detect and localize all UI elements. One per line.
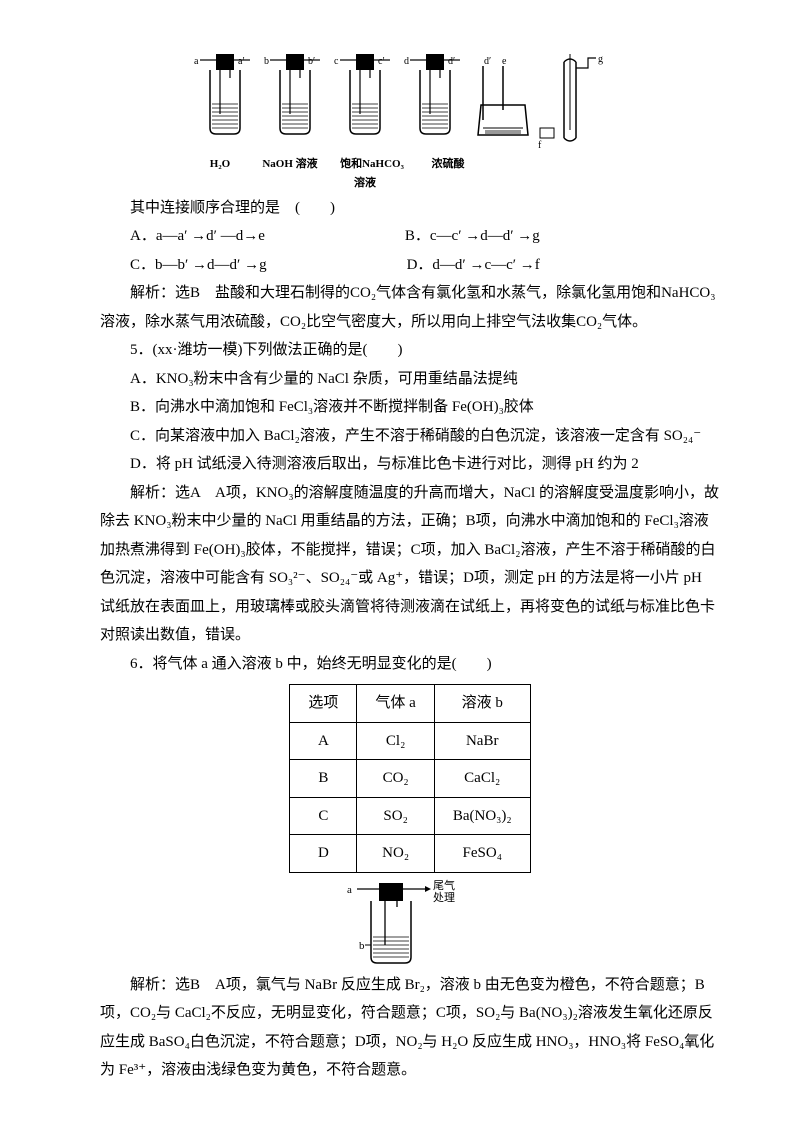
q6-td: FeSO₄ bbox=[434, 835, 530, 873]
apparatus-label-row2: 溶液 bbox=[10, 173, 720, 194]
svg-text:尾气: 尾气 bbox=[433, 879, 455, 892]
svg-text:e: e bbox=[502, 56, 507, 67]
q4-option-b: B．c—c′ →d—d′ →g bbox=[375, 222, 540, 251]
q4-stem: 其中连接顺序合理的是 ( ) bbox=[100, 194, 720, 223]
q6-td: CO₂ bbox=[357, 760, 434, 798]
svg-text:d′: d′ bbox=[484, 56, 491, 67]
q5-option-b: B．向沸水中滴加饱和 FeCl₃溶液并不断搅拌制备 Fe(OH)₃胶体 bbox=[100, 393, 720, 422]
q4-options-row1: A．a—a′ →d′ —d→e B．c—c′ →d—d′ →g bbox=[100, 222, 720, 251]
svg-text:d′: d′ bbox=[448, 56, 455, 67]
q4-option-d: D．d—d′ →c—c′ →f bbox=[377, 251, 540, 280]
q4-analysis: 解析：选B 盐酸和大理石制得的CO₂气体含有氯化氢和水蒸气，除氯化氢用饱和NaH… bbox=[100, 279, 720, 336]
svg-text:c: c bbox=[334, 56, 339, 67]
q4-options-row2: C．b—b′ →d—d′ →g D．d—d′ →c—c′ →f bbox=[100, 251, 720, 280]
q6-td: Cl₂ bbox=[357, 722, 434, 760]
apparatus-labels-row: H₂O NaOH 溶液 饱和NaHCO₃ 浓硫酸 bbox=[100, 154, 720, 175]
q5-analysis: 解析：选A A项，KNO₃的溶解度随温度的升高而增大，NaCl 的溶解度受温度影… bbox=[100, 479, 720, 650]
svg-text:d: d bbox=[404, 56, 409, 67]
q5-option-a: A．KNO₃粉末中含有少量的 NaCl 杂质，可用重结晶法提纯 bbox=[100, 365, 720, 394]
svg-text:b: b bbox=[359, 940, 365, 952]
apparatus-svg: a a′ b b′ bbox=[190, 50, 630, 160]
q6-td: C bbox=[290, 797, 357, 835]
svg-text:b: b bbox=[264, 56, 269, 67]
q6-diagram: a 尾气 处理 b bbox=[100, 879, 720, 969]
apparatus-diagram: a a′ b b′ bbox=[100, 50, 720, 160]
q5-option-c: C．向某溶液中加入 BaCl₂溶液，产生不溶于稀硝酸的白色沉淀，该溶液一定含有 … bbox=[100, 422, 720, 451]
q6-th: 选项 bbox=[290, 685, 357, 723]
q6-td: D bbox=[290, 835, 357, 873]
svg-text:c′: c′ bbox=[378, 56, 385, 67]
bottle-label-0: H₂O bbox=[189, 154, 251, 175]
q6-table: 选项气体 a溶液 b ACl₂NaBr BCO₂CaCl₂ CSO₂Ba(NO₃)₂… bbox=[289, 684, 530, 873]
q6-td: A bbox=[290, 722, 357, 760]
q6-td: SO₂ bbox=[357, 797, 434, 835]
svg-text:g: g bbox=[598, 54, 603, 65]
q5-stem: 5．(xx·潍坊一模)下列做法正确的是( ) bbox=[100, 336, 720, 365]
q6-stem: 6．将气体 a 通入溶液 b 中，始终无明显变化的是( ) bbox=[100, 650, 720, 679]
svg-text:f: f bbox=[538, 140, 542, 151]
q6-td: CaCl₂ bbox=[434, 760, 530, 798]
svg-text:a′: a′ bbox=[238, 56, 245, 67]
q6-th: 溶液 b bbox=[434, 685, 530, 723]
q6-td: NaBr bbox=[434, 722, 530, 760]
q6-th: 气体 a bbox=[357, 685, 434, 723]
q4-option-a: A．a—a′ →d′ —d→e bbox=[100, 222, 265, 251]
bottle-label-1: NaOH 溶液 bbox=[253, 154, 327, 175]
bottle-label-2: 饱和NaHCO₃ bbox=[329, 154, 415, 175]
q6-td: Ba(NO₃)₂ bbox=[434, 797, 530, 835]
q4-option-c: C．b—b′ →d—d′ →g bbox=[100, 251, 267, 280]
svg-text:b′: b′ bbox=[308, 56, 315, 67]
bottle-label-3: 浓硫酸 bbox=[417, 154, 479, 175]
q5-option-d: D．将 pH 试纸浸入待测溶液后取出，与标准比色卡进行对比，测得 pH 约为 2 bbox=[100, 450, 720, 479]
q6-td: B bbox=[290, 760, 357, 798]
q6-td: NO₂ bbox=[357, 835, 434, 873]
svg-text:处理: 处理 bbox=[433, 891, 455, 904]
q6-analysis: 解析：选B A项，氯气与 NaBr 反应生成 Br₂，溶液 b 由无色变为橙色，… bbox=[100, 971, 720, 1085]
svg-text:a: a bbox=[347, 884, 352, 896]
svg-text:a: a bbox=[194, 56, 199, 67]
